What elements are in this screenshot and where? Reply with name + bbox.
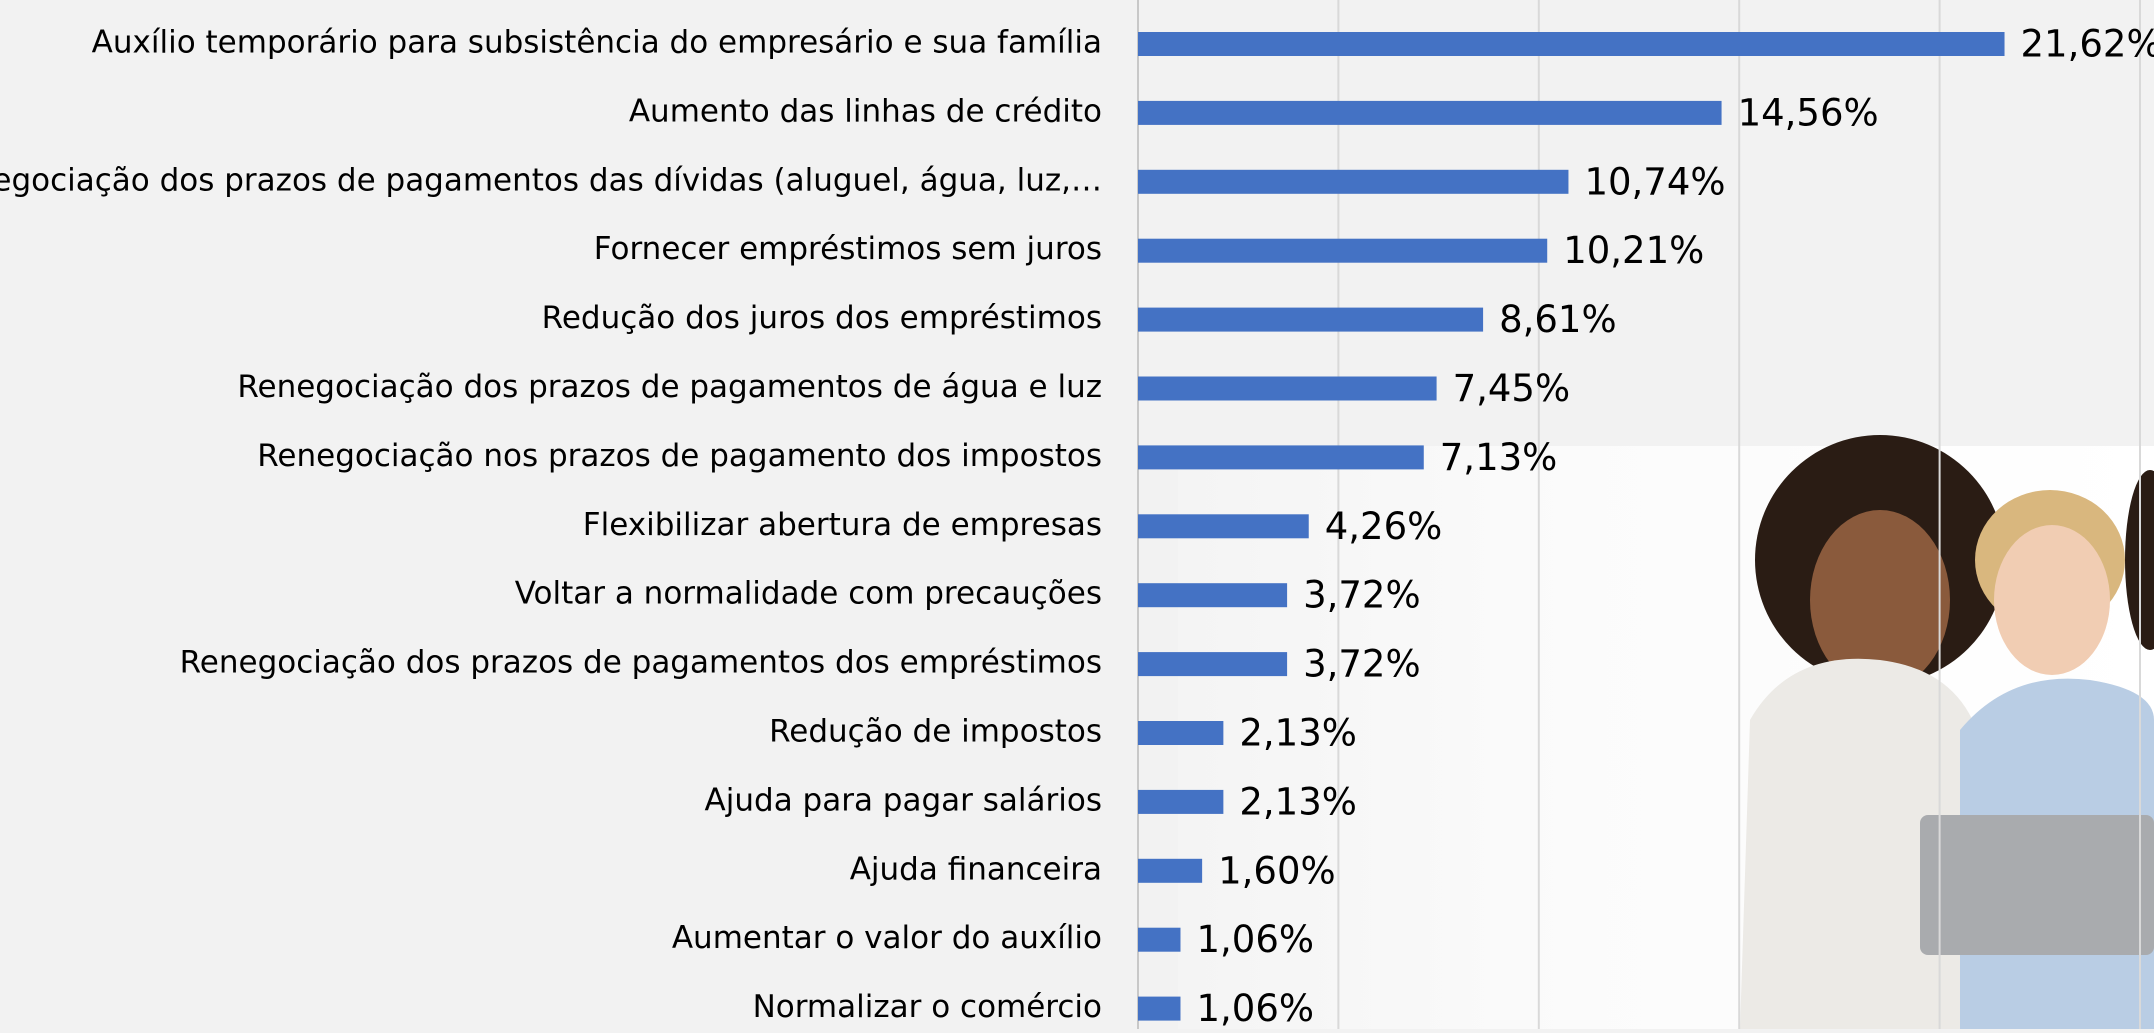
bar	[1138, 376, 1437, 401]
bar	[1138, 789, 1224, 814]
bar	[1138, 100, 1722, 125]
category-label: Renegociação nos prazos de pagamento dos…	[257, 438, 1102, 474]
photo	[1178, 435, 2154, 1029]
category-label: Ajuda para pagar salários	[705, 782, 1102, 818]
bar	[1138, 32, 2005, 56]
bar	[1138, 927, 1181, 952]
category-label: Redução de impostos	[769, 714, 1102, 750]
category-label: Redução dos juros dos empréstimos	[542, 300, 1102, 336]
category-label: Auxílio temporário para subsistência do …	[92, 25, 1102, 61]
category-label: Renegociação dos prazos de pagamentos do…	[180, 645, 1102, 681]
category-label: Voltar a normalidade com precauções	[515, 576, 1102, 612]
bar	[1138, 514, 1309, 539]
value-label: 2,13%	[1239, 780, 1357, 823]
value-label: 4,26%	[1325, 505, 1443, 548]
bar	[1138, 721, 1224, 745]
bar	[1138, 583, 1288, 608]
category-label: Normalizar o comércio	[753, 989, 1102, 1025]
value-label: 3,72%	[1303, 574, 1421, 617]
value-label: 2,13%	[1239, 712, 1357, 755]
category-label: Ajuda financeira	[850, 851, 1102, 887]
value-label: 10,74%	[1584, 160, 1725, 203]
category-label: Fornecer empréstimos sem juros	[594, 231, 1102, 267]
category-label: Aumentar o valor do auxílio	[672, 920, 1102, 956]
category-label: Aumento das linhas de crédito	[629, 93, 1102, 129]
category-label: Renegociação dos prazos de pagamentos da…	[0, 162, 1102, 198]
value-label: 7,45%	[1453, 367, 1571, 410]
bar	[1138, 445, 1424, 470]
value-label: 1,60%	[1218, 849, 1336, 892]
value-label: 7,13%	[1440, 436, 1558, 479]
category-label: Flexibilizar abertura de empresas	[583, 507, 1102, 543]
value-label: 10,21%	[1563, 229, 1704, 272]
value-label: 3,72%	[1303, 643, 1421, 686]
bar	[1138, 169, 1569, 194]
bar	[1138, 238, 1548, 263]
value-label: 1,06%	[1196, 987, 1314, 1029]
bar	[1138, 858, 1203, 883]
value-label: 14,56%	[1738, 91, 1879, 134]
bar	[1138, 307, 1484, 332]
bar	[1138, 652, 1288, 677]
value-label: 1,06%	[1196, 918, 1314, 961]
category-label: Renegociação dos prazos de pagamentos de…	[237, 369, 1102, 405]
bar	[1138, 996, 1181, 1021]
value-label: 8,61%	[1499, 298, 1617, 341]
value-label: 21,62%	[2021, 23, 2154, 66]
